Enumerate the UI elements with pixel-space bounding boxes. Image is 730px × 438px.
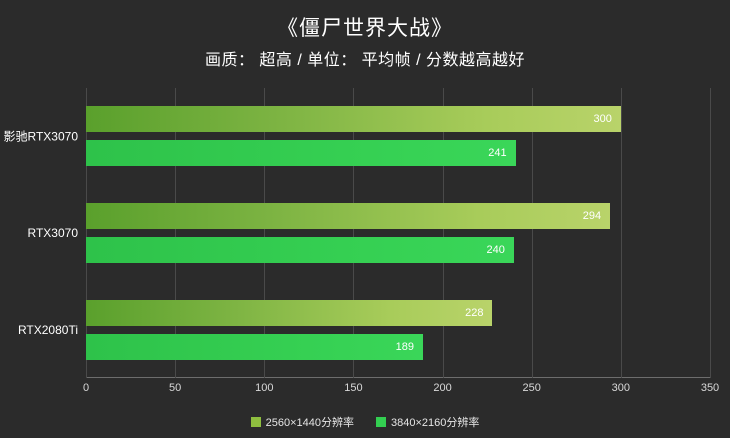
grid-line <box>175 88 177 378</box>
bar: 228 <box>86 299 493 326</box>
bar: 300 <box>86 106 621 133</box>
legend-label: 3840×2160分辨率 <box>391 417 480 429</box>
x-axis-tick-label: 300 <box>611 382 631 394</box>
x-axis-tick-label: 200 <box>433 382 452 394</box>
x-axis-tick-label: 250 <box>522 382 541 394</box>
x-axis-tick-label: 150 <box>344 382 363 394</box>
bar-group: 影驰RTX3070 300 241 <box>4 88 710 185</box>
chart-legend: 2560×1440分辨率 3840×2160分辨率 <box>0 414 730 430</box>
chart-title: 《僵尸世界大战》 <box>277 17 453 40</box>
bar-value-label: 300 <box>593 113 612 126</box>
bar: 294 <box>86 202 611 229</box>
legend-swatch <box>376 417 386 427</box>
category-label: RTX3070 <box>27 225 78 240</box>
category-label: 影驰RTX3070 <box>3 129 78 144</box>
bar-value-label: 240 <box>486 243 505 256</box>
x-axis-tick-label: 350 <box>700 382 720 394</box>
legend-label: 2560×1440分辨率 <box>265 417 354 429</box>
legend-item: 2560×1440分辨率 <box>250 414 354 430</box>
grid-line <box>620 88 622 378</box>
bar-value-label: 189 <box>395 340 414 353</box>
chart-subtitle: 画质： 超高 / 单位： 平均帧 / 分数越高越好 <box>204 52 526 69</box>
bar-group: RTX2080Ti 228 189 <box>18 281 710 378</box>
grid-line <box>442 88 444 378</box>
bar-value-label: 294 <box>582 209 602 222</box>
plot-area: 0 50 100 150 200 250 300 350 影驰RTX3070 300 241 RTX3… <box>4 88 719 394</box>
bar-value-label: 241 <box>488 147 507 160</box>
x-axis-line <box>86 377 710 378</box>
grid-line <box>353 88 355 378</box>
x-axis-tick-label: 100 <box>255 382 274 394</box>
bar-value-label: 228 <box>465 306 484 319</box>
grid-line <box>710 88 711 378</box>
bar: 241 <box>86 140 516 167</box>
x-axis-tick-label: 0 <box>82 382 90 394</box>
legend-item: 3840×2160分辨率 <box>376 414 479 430</box>
category-label: RTX2080Ti <box>17 322 78 337</box>
bar: 240 <box>86 236 514 263</box>
bar-group: RTX3070 294 240 <box>28 185 710 282</box>
bar: 189 <box>86 333 423 360</box>
grid-line <box>86 88 87 378</box>
legend-swatch <box>250 417 261 427</box>
grid-line <box>531 88 533 378</box>
x-axis-tick-label: 50 <box>169 382 182 394</box>
grid-line <box>264 88 266 378</box>
